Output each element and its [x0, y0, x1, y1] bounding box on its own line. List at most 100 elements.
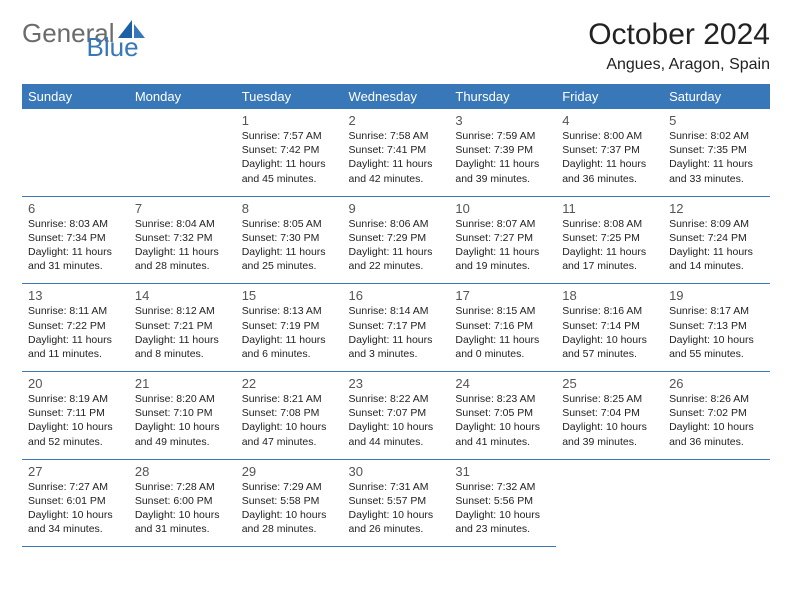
- sunrise-line: Sunrise: 8:03 AM: [28, 217, 123, 231]
- calendar-day-cell: 16Sunrise: 8:14 AMSunset: 7:17 PMDayligh…: [343, 284, 450, 372]
- sunset-line: Sunset: 7:21 PM: [135, 319, 230, 333]
- sunset-line: Sunset: 7:39 PM: [455, 143, 550, 157]
- calendar-empty-cell: [663, 459, 770, 547]
- calendar-day-cell: 5Sunrise: 8:02 AMSunset: 7:35 PMDaylight…: [663, 109, 770, 196]
- sunset-line: Sunset: 7:37 PM: [562, 143, 657, 157]
- calendar-day-cell: 31Sunrise: 7:32 AMSunset: 5:56 PMDayligh…: [449, 459, 556, 547]
- sunset-line: Sunset: 7:30 PM: [242, 231, 337, 245]
- calendar-day-cell: 23Sunrise: 8:22 AMSunset: 7:07 PMDayligh…: [343, 372, 450, 460]
- sunset-line: Sunset: 7:32 PM: [135, 231, 230, 245]
- day-number: 17: [455, 288, 550, 303]
- sunset-line: Sunset: 7:14 PM: [562, 319, 657, 333]
- calendar-day-cell: 6Sunrise: 8:03 AMSunset: 7:34 PMDaylight…: [22, 196, 129, 284]
- sunrise-line: Sunrise: 8:22 AM: [349, 392, 444, 406]
- daylight-line: Daylight: 10 hours and 34 minutes.: [28, 508, 123, 536]
- calendar-day-cell: 28Sunrise: 7:28 AMSunset: 6:00 PMDayligh…: [129, 459, 236, 547]
- day-number: 6: [28, 201, 123, 216]
- page-title: October 2024: [588, 18, 770, 52]
- sunrise-line: Sunrise: 8:08 AM: [562, 217, 657, 231]
- sunset-line: Sunset: 7:11 PM: [28, 406, 123, 420]
- logo: General Blue: [22, 18, 169, 49]
- sunrise-line: Sunrise: 8:05 AM: [242, 217, 337, 231]
- sunrise-line: Sunrise: 8:11 AM: [28, 304, 123, 318]
- sunrise-line: Sunrise: 8:26 AM: [669, 392, 764, 406]
- daylight-line: Daylight: 10 hours and 44 minutes.: [349, 420, 444, 448]
- day-number: 10: [455, 201, 550, 216]
- calendar-day-cell: 22Sunrise: 8:21 AMSunset: 7:08 PMDayligh…: [236, 372, 343, 460]
- calendar-day-cell: 29Sunrise: 7:29 AMSunset: 5:58 PMDayligh…: [236, 459, 343, 547]
- daylight-line: Daylight: 11 hours and 6 minutes.: [242, 333, 337, 361]
- calendar-week: 13Sunrise: 8:11 AMSunset: 7:22 PMDayligh…: [22, 284, 770, 372]
- sunset-line: Sunset: 5:56 PM: [455, 494, 550, 508]
- day-number: 15: [242, 288, 337, 303]
- calendar-day-cell: 8Sunrise: 8:05 AMSunset: 7:30 PMDaylight…: [236, 196, 343, 284]
- day-number: 20: [28, 376, 123, 391]
- day-number: 2: [349, 113, 444, 128]
- day-header: Tuesday: [236, 84, 343, 109]
- daylight-line: Daylight: 10 hours and 31 minutes.: [135, 508, 230, 536]
- sunrise-line: Sunrise: 8:09 AM: [669, 217, 764, 231]
- sunset-line: Sunset: 7:19 PM: [242, 319, 337, 333]
- calendar-empty-cell: [129, 109, 236, 196]
- sunrise-line: Sunrise: 8:06 AM: [349, 217, 444, 231]
- sunrise-line: Sunrise: 7:31 AM: [349, 480, 444, 494]
- calendar-day-cell: 10Sunrise: 8:07 AMSunset: 7:27 PMDayligh…: [449, 196, 556, 284]
- daylight-line: Daylight: 10 hours and 47 minutes.: [242, 420, 337, 448]
- daylight-line: Daylight: 10 hours and 41 minutes.: [455, 420, 550, 448]
- sunrise-line: Sunrise: 8:25 AM: [562, 392, 657, 406]
- calendar-day-cell: 21Sunrise: 8:20 AMSunset: 7:10 PMDayligh…: [129, 372, 236, 460]
- day-number: 30: [349, 464, 444, 479]
- sunrise-line: Sunrise: 8:19 AM: [28, 392, 123, 406]
- daylight-line: Daylight: 10 hours and 26 minutes.: [349, 508, 444, 536]
- page: General Blue October 2024 Angues, Aragon…: [0, 0, 792, 565]
- calendar-body: 1Sunrise: 7:57 AMSunset: 7:42 PMDaylight…: [22, 109, 770, 547]
- calendar-day-cell: 30Sunrise: 7:31 AMSunset: 5:57 PMDayligh…: [343, 459, 450, 547]
- sunrise-line: Sunrise: 7:32 AM: [455, 480, 550, 494]
- daylight-line: Daylight: 10 hours and 36 minutes.: [669, 420, 764, 448]
- sunset-line: Sunset: 7:41 PM: [349, 143, 444, 157]
- calendar-day-cell: 27Sunrise: 7:27 AMSunset: 6:01 PMDayligh…: [22, 459, 129, 547]
- calendar-week: 6Sunrise: 8:03 AMSunset: 7:34 PMDaylight…: [22, 196, 770, 284]
- calendar-day-cell: 9Sunrise: 8:06 AMSunset: 7:29 PMDaylight…: [343, 196, 450, 284]
- calendar-day-cell: 3Sunrise: 7:59 AMSunset: 7:39 PMDaylight…: [449, 109, 556, 196]
- header: General Blue October 2024 Angues, Aragon…: [22, 18, 770, 74]
- sunset-line: Sunset: 7:10 PM: [135, 406, 230, 420]
- daylight-line: Daylight: 10 hours and 28 minutes.: [242, 508, 337, 536]
- daylight-line: Daylight: 10 hours and 39 minutes.: [562, 420, 657, 448]
- day-header: Sunday: [22, 84, 129, 109]
- day-number: 24: [455, 376, 550, 391]
- sunrise-line: Sunrise: 8:12 AM: [135, 304, 230, 318]
- day-number: 29: [242, 464, 337, 479]
- calendar-day-cell: 14Sunrise: 8:12 AMSunset: 7:21 PMDayligh…: [129, 284, 236, 372]
- sunrise-line: Sunrise: 8:07 AM: [455, 217, 550, 231]
- calendar-day-cell: 19Sunrise: 8:17 AMSunset: 7:13 PMDayligh…: [663, 284, 770, 372]
- calendar-day-cell: 25Sunrise: 8:25 AMSunset: 7:04 PMDayligh…: [556, 372, 663, 460]
- calendar-day-cell: 24Sunrise: 8:23 AMSunset: 7:05 PMDayligh…: [449, 372, 556, 460]
- sunrise-line: Sunrise: 7:28 AM: [135, 480, 230, 494]
- sunrise-line: Sunrise: 8:23 AM: [455, 392, 550, 406]
- sunrise-line: Sunrise: 7:59 AM: [455, 129, 550, 143]
- daylight-line: Daylight: 11 hours and 33 minutes.: [669, 157, 764, 185]
- day-number: 3: [455, 113, 550, 128]
- sunset-line: Sunset: 7:27 PM: [455, 231, 550, 245]
- sunrise-line: Sunrise: 7:29 AM: [242, 480, 337, 494]
- day-number: 8: [242, 201, 337, 216]
- sunrise-line: Sunrise: 7:57 AM: [242, 129, 337, 143]
- day-number: 27: [28, 464, 123, 479]
- calendar-day-cell: 18Sunrise: 8:16 AMSunset: 7:14 PMDayligh…: [556, 284, 663, 372]
- daylight-line: Daylight: 10 hours and 49 minutes.: [135, 420, 230, 448]
- calendar-day-cell: 13Sunrise: 8:11 AMSunset: 7:22 PMDayligh…: [22, 284, 129, 372]
- day-number: 28: [135, 464, 230, 479]
- daylight-line: Daylight: 10 hours and 52 minutes.: [28, 420, 123, 448]
- sunrise-line: Sunrise: 8:16 AM: [562, 304, 657, 318]
- calendar-day-cell: 26Sunrise: 8:26 AMSunset: 7:02 PMDayligh…: [663, 372, 770, 460]
- day-header: Saturday: [663, 84, 770, 109]
- day-number: 25: [562, 376, 657, 391]
- sunset-line: Sunset: 5:58 PM: [242, 494, 337, 508]
- calendar-empty-cell: [556, 459, 663, 547]
- day-number: 11: [562, 201, 657, 216]
- day-number: 31: [455, 464, 550, 479]
- sunset-line: Sunset: 7:34 PM: [28, 231, 123, 245]
- day-number: 5: [669, 113, 764, 128]
- title-block: October 2024 Angues, Aragon, Spain: [588, 18, 770, 74]
